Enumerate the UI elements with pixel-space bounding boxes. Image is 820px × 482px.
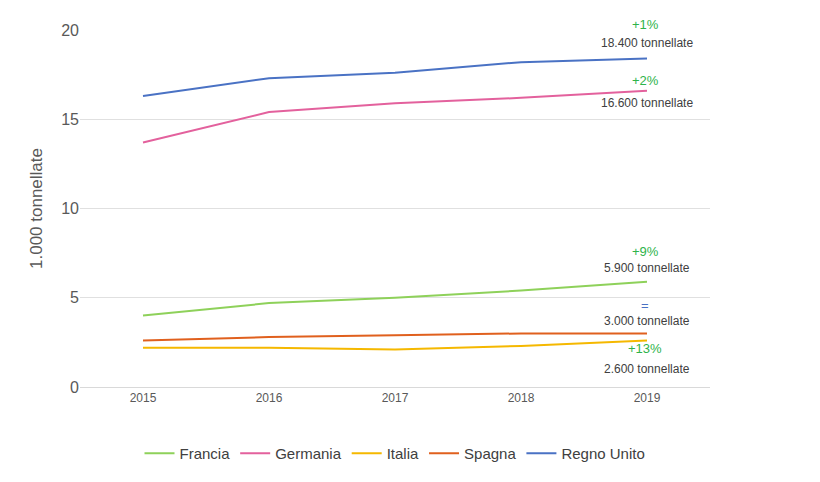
svg-text:+9%: +9% [632, 244, 659, 259]
svg-text:Francia: Francia [180, 445, 231, 462]
svg-text:2.600 tonnellate: 2.600 tonnellate [604, 362, 690, 376]
svg-text:+1%: +1% [632, 17, 659, 32]
svg-text:Spagna: Spagna [464, 445, 516, 462]
svg-text:Italia: Italia [387, 445, 419, 462]
svg-text:=: = [641, 298, 649, 313]
svg-text:20: 20 [61, 22, 79, 39]
svg-text:Regno Unito: Regno Unito [561, 445, 644, 462]
svg-text:1.000 tonnellate: 1.000 tonnellate [27, 148, 46, 269]
svg-text:10: 10 [61, 200, 79, 217]
svg-text:2015: 2015 [130, 391, 157, 405]
svg-text:Germania: Germania [275, 445, 342, 462]
svg-text:15: 15 [61, 111, 79, 128]
svg-text:2019: 2019 [634, 391, 661, 405]
svg-text:5.900 tonnellate: 5.900 tonnellate [604, 261, 690, 275]
svg-text:3.000 tonnellate: 3.000 tonnellate [604, 314, 690, 328]
svg-text:2016: 2016 [256, 391, 283, 405]
svg-text:+13%: +13% [628, 341, 662, 356]
svg-text:5: 5 [70, 289, 79, 306]
svg-text:2017: 2017 [382, 391, 409, 405]
svg-text:+2%: +2% [632, 73, 659, 88]
svg-text:0: 0 [70, 379, 79, 396]
svg-text:2018: 2018 [508, 391, 535, 405]
svg-text:18.400 tonnellate: 18.400 tonnellate [601, 36, 693, 50]
svg-text:16.600 tonnellate: 16.600 tonnellate [601, 96, 693, 110]
